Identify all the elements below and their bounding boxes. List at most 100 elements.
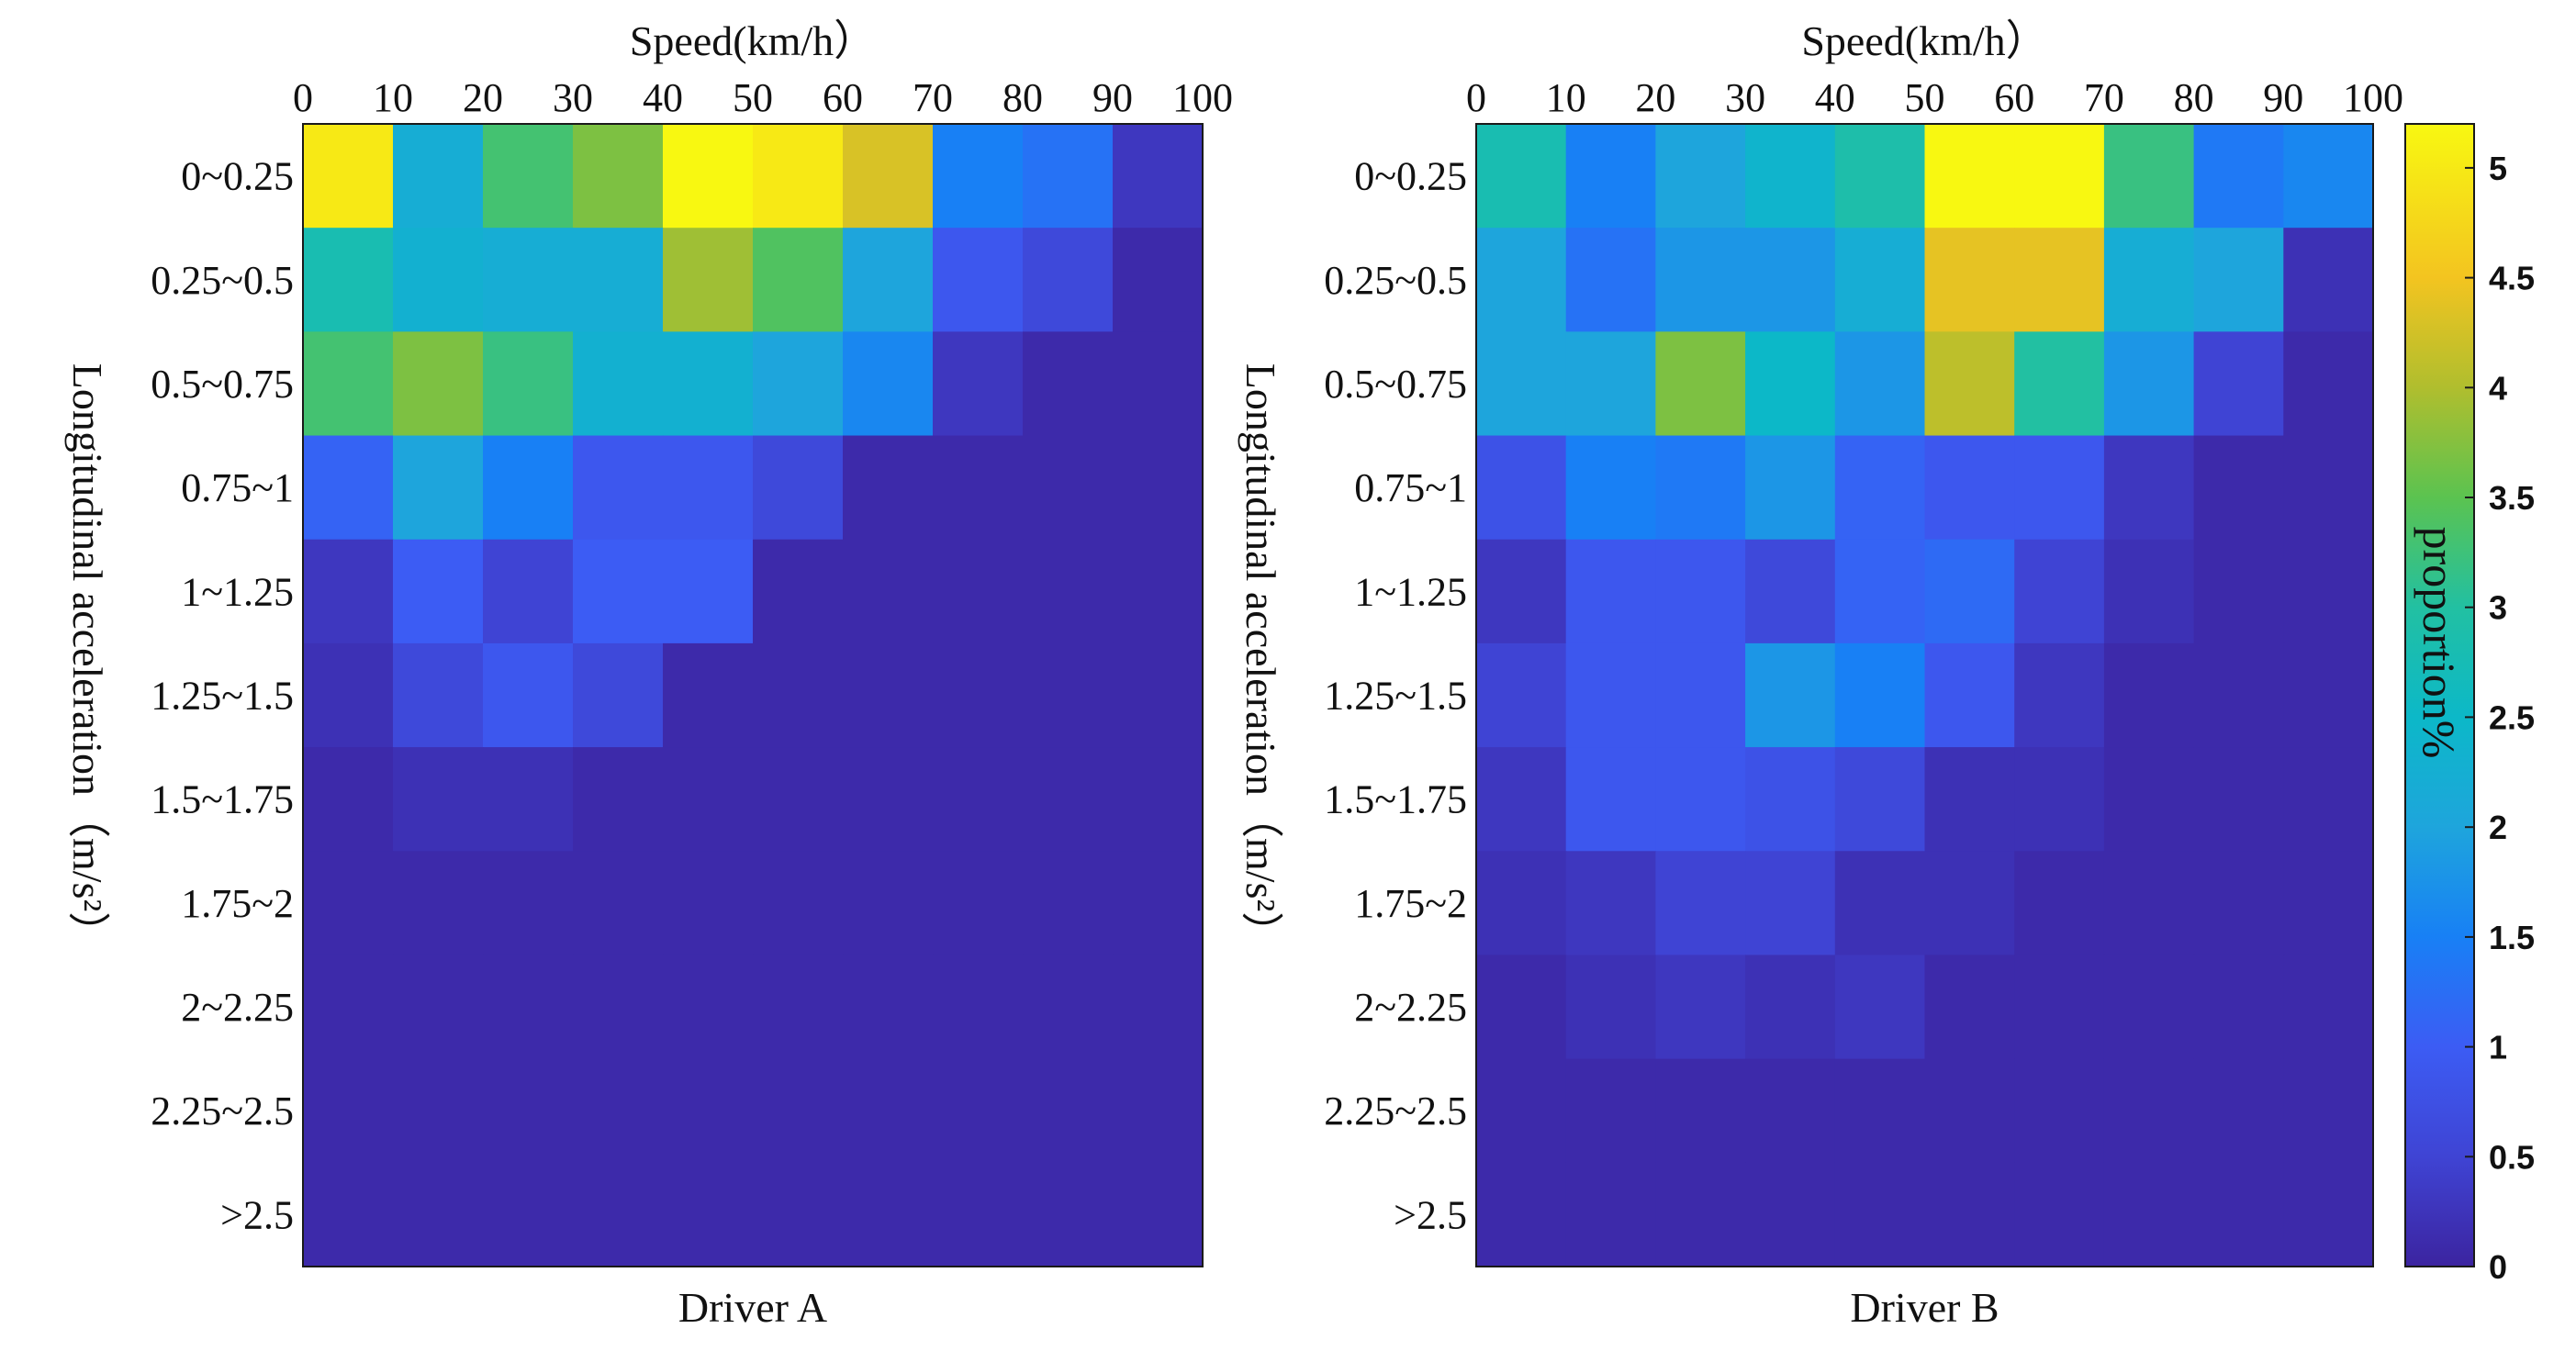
heatmap-cell <box>843 747 934 853</box>
heatmap-cell <box>753 1162 844 1267</box>
y-tick-label: 0~0.25 <box>181 154 294 199</box>
heatmap-cell <box>1565 955 1657 1060</box>
heatmap-cell <box>393 747 484 853</box>
heatmap-cell <box>753 331 844 437</box>
heatmap-cell <box>2103 435 2195 541</box>
heatmap-cell <box>933 851 1024 956</box>
heatmap-cell <box>1565 228 1657 333</box>
x-tick-label: 10 <box>373 75 413 120</box>
heatmap-cell <box>1565 331 1657 437</box>
y-tick-label: 0.75~1 <box>181 465 294 510</box>
heatmap-cell <box>1565 435 1657 541</box>
heatmap-cell <box>2103 124 2195 229</box>
heatmap-cell <box>663 955 754 1060</box>
driver-label: Driver B <box>1850 1284 1999 1331</box>
heatmap-cell <box>1565 1058 1657 1164</box>
x-tick-label: 70 <box>913 75 953 120</box>
heatmap-cell <box>843 1162 934 1267</box>
heatmap-cell <box>573 851 664 956</box>
heatmap-cell <box>1745 642 1836 748</box>
y-tick-label: 1.25~1.5 <box>1324 674 1467 719</box>
x-tick-label: 90 <box>1092 75 1133 120</box>
heatmap-cell <box>2014 851 2105 956</box>
x-tick-label: 50 <box>1905 75 1945 120</box>
colorbar-tick-label: 1.5 <box>2489 919 2535 956</box>
heatmap-cell <box>393 435 484 541</box>
heatmap-cell <box>2014 539 2105 644</box>
colorbar-tick-label: 4.5 <box>2489 260 2535 297</box>
heatmap-cell <box>1745 851 1836 956</box>
heatmap-cell <box>933 1162 1024 1267</box>
heatmap-cell <box>1655 539 1746 644</box>
heatmap-cell <box>1476 851 1567 956</box>
heatmap-cell <box>303 331 394 437</box>
y-tick-label: 1.5~1.75 <box>151 777 294 822</box>
heatmap-cell <box>1565 851 1657 956</box>
y-axis-label: Longitudinal acceleration（m/s²） <box>64 363 111 955</box>
y-tick-label: 0.5~0.75 <box>1324 362 1467 407</box>
heatmap-cell <box>843 851 934 956</box>
x-tick-label: 40 <box>643 75 683 120</box>
y-tick-label: 0.25~0.5 <box>151 258 294 303</box>
heatmap-cell <box>933 747 1024 853</box>
heatmap-cell <box>1924 539 2015 644</box>
y-tick-label: 0.75~1 <box>1354 465 1467 510</box>
heatmap-cell <box>1476 124 1567 229</box>
heatmap-cell <box>1745 124 1836 229</box>
heatmap-cells <box>1476 124 2374 1267</box>
heatmap-cell <box>393 642 484 748</box>
y-tick-label: 1.25~1.5 <box>151 674 294 719</box>
heatmap-cell <box>2193 331 2285 437</box>
heatmap-cell <box>483 642 574 748</box>
heatmap-cell <box>933 539 1024 644</box>
heatmap-cell <box>2193 1162 2285 1267</box>
heatmap-cell <box>1924 331 2015 437</box>
heatmap-cell <box>663 124 754 229</box>
heatmap-cell <box>663 1058 754 1164</box>
y-tick-labels: 0~0.25 0.25~0.5 0.5~0.75 0.75~1 1~1.25 1.25~1… <box>1324 154 1467 1238</box>
heatmap-cell <box>1565 642 1657 748</box>
heatmap-cell <box>2014 331 2105 437</box>
heatmap-cell <box>573 1162 664 1267</box>
y-tick-labels: 0~0.25 0.25~0.5 0.5~0.75 0.75~1 1~1.25 1.25~1… <box>151 154 294 1238</box>
heatmap-cell <box>1924 1162 2015 1267</box>
heatmap-cell <box>573 955 664 1060</box>
colorbar-gradient <box>2404 123 2475 1267</box>
heatmap-cell <box>1113 1058 1204 1164</box>
heatmap-cell <box>393 1058 484 1164</box>
plot-frame <box>302 123 1204 1267</box>
heatmap-cell <box>1834 124 1926 229</box>
heatmap-cell <box>483 851 574 956</box>
y-tick-label: 2~2.25 <box>1354 985 1467 1030</box>
heatmap-cell <box>2283 539 2374 644</box>
heatmap-cell <box>663 851 754 956</box>
heatmap-panel-driver-b: 0 10 20 30 40 50 60 70 80 90 100 0~0.25 0.25~0.5 0.5… <box>1238 17 2403 1331</box>
heatmap-cell <box>2103 1162 2195 1267</box>
heatmap-cell <box>2103 747 2195 853</box>
plot-frame <box>1475 123 2374 1267</box>
x-tick-label: 0 <box>293 75 313 120</box>
heatmap-cell <box>303 435 394 541</box>
heatmap-cell <box>1655 435 1746 541</box>
heatmap-cell <box>2014 1058 2105 1164</box>
heatmap-cell <box>2103 851 2195 956</box>
y-tick-label: 2~2.25 <box>181 985 294 1030</box>
heatmap-cell <box>573 435 664 541</box>
heatmap-cell <box>1655 1058 1746 1164</box>
x-tick-label: 80 <box>2174 75 2214 120</box>
colorbar-tick-label: 0.5 <box>2489 1138 2535 1176</box>
speed-axis-label: Speed(km/h） <box>1801 17 2047 64</box>
heatmap-cell <box>393 124 484 229</box>
x-tick-label: 70 <box>2084 75 2124 120</box>
heatmap-cell <box>2014 642 2105 748</box>
heatmap-cell <box>1476 228 1567 333</box>
heatmap-cell <box>753 435 844 541</box>
heatmap-cell <box>1924 955 2015 1060</box>
heatmap-cell <box>1565 1162 1657 1267</box>
heatmap-cell <box>483 1162 574 1267</box>
heatmap-cell <box>1834 1058 1926 1164</box>
heatmap-cell <box>393 331 484 437</box>
heatmap-cell <box>753 539 844 644</box>
heatmap-cell <box>1023 539 1114 644</box>
heatmap-cell <box>2283 435 2374 541</box>
